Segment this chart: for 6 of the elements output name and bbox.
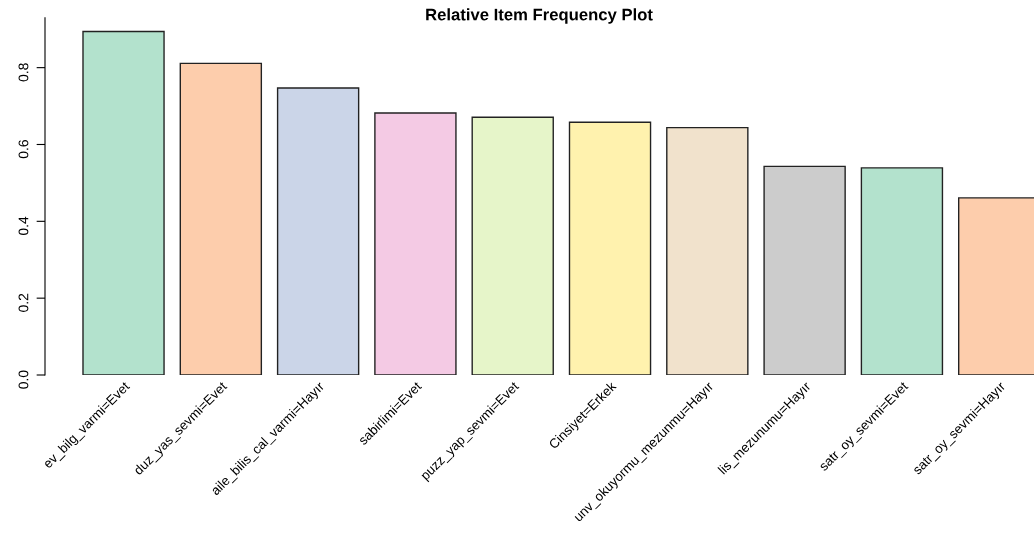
y-tick-label: 0.8 <box>18 63 29 82</box>
y-tick-label: 0.0 <box>18 370 29 389</box>
y-tick-label: 0.4 <box>18 216 29 236</box>
y-tick-label: 0.2 <box>18 293 29 312</box>
chart-title: Relative Item Frequency Plot <box>426 8 653 24</box>
y-tick-label: 0.6 <box>18 140 29 159</box>
